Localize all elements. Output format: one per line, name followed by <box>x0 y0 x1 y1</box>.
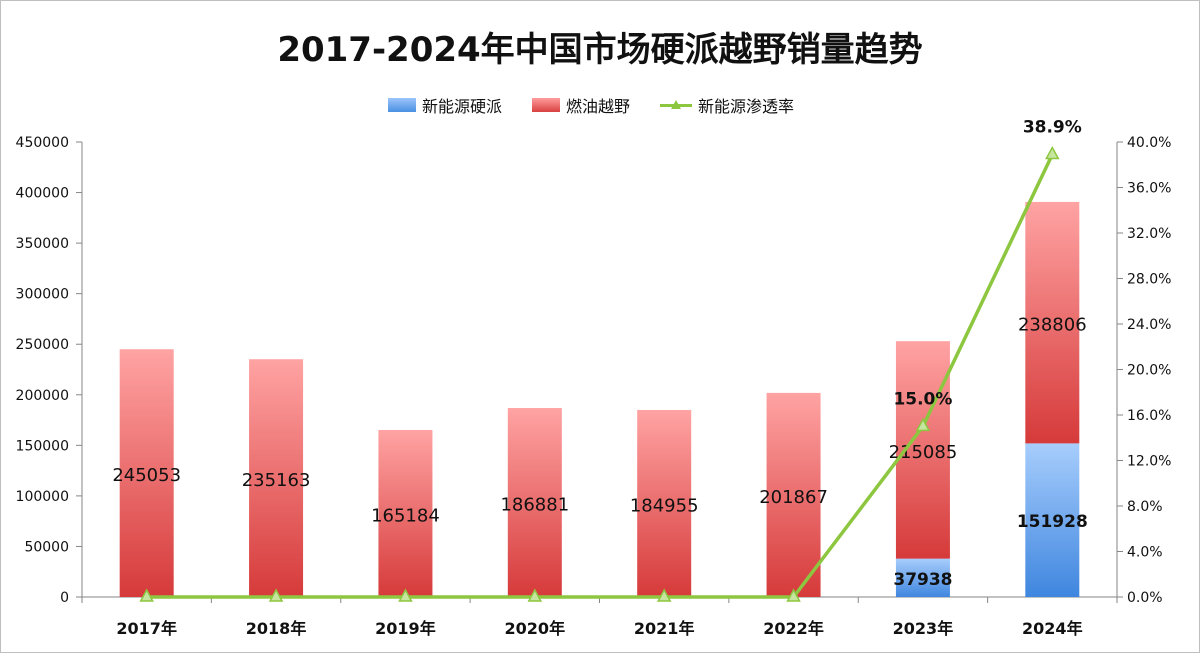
rate-point <box>398 588 413 602</box>
bar-ice <box>507 408 562 597</box>
legend-label-rate: 新能源渗透率 <box>698 97 795 116</box>
legend-swatch-ev <box>388 98 416 112</box>
y-right-tick-label: 32.0% <box>1127 226 1171 242</box>
y-left-tick-label: 150000 <box>16 438 69 454</box>
bar-label-ice: 165184 <box>371 505 440 526</box>
legend-swatch-rate <box>660 98 693 112</box>
legend-label-ice: 燃油越野 <box>566 97 631 116</box>
y-right-tick-label: 8.0% <box>1127 499 1163 515</box>
x-tick-label: 2019年 <box>375 619 436 638</box>
legend-label-ev: 新能源硬派 <box>422 97 503 116</box>
rate-point <box>527 588 543 602</box>
bar-label-ice: 245053 <box>112 465 181 486</box>
y-left-tick-label: 300000 <box>16 287 69 303</box>
y-left-tick-label: 250000 <box>16 337 69 353</box>
rate-point <box>268 588 284 602</box>
bar-label-ev: 37938 <box>893 570 952 590</box>
bar-label-ice: 184955 <box>630 495 699 516</box>
y-right-tick-label: 20.0% <box>1127 363 1171 379</box>
y-right-tick-label: 4.0% <box>1127 545 1163 561</box>
y-right-tick-label: 0.0% <box>1127 590 1163 606</box>
y-right-tick-label: 16.0% <box>1127 408 1171 424</box>
rate-point <box>786 588 801 602</box>
rate-point <box>139 588 154 602</box>
x-tick-label: 2020年 <box>505 619 566 638</box>
rate-line <box>146 153 1054 599</box>
bar-ice <box>249 359 304 597</box>
bar-ice <box>637 409 692 597</box>
x-tick-label: 2021年 <box>634 619 695 638</box>
y-right-tick-label: 36.0% <box>1127 181 1171 197</box>
bar-ice <box>119 349 174 597</box>
rate-point <box>915 417 931 432</box>
bar-ev <box>895 558 950 597</box>
y-left-tick-label: 350000 <box>16 236 69 252</box>
y-left-tick-label: 400000 <box>16 186 69 202</box>
legend-item-ice: 燃油越野 <box>532 93 630 117</box>
bar-ev <box>1025 443 1080 597</box>
x-tick-label: 2023年 <box>893 619 954 638</box>
bar-ice <box>766 392 821 597</box>
bar-label-ice: 235163 <box>242 470 311 491</box>
chart-title: 2017-2024年中国市场硬派越野销量趋势 <box>277 30 923 70</box>
x-tick-label: 2024年 <box>1022 619 1083 638</box>
y-left-tick-label: 200000 <box>16 388 69 404</box>
x-tick-label: 2017年 <box>116 619 177 638</box>
rate-point <box>1045 145 1060 160</box>
bar-label-ice: 201867 <box>759 487 828 508</box>
y-right-tick-label: 40.0% <box>1127 135 1171 151</box>
rate-label: 38.9% <box>1023 118 1082 138</box>
bar-ice <box>1025 201 1080 444</box>
bar-label-ice: 186881 <box>500 495 569 516</box>
bar-label-ice: 238806 <box>1018 315 1087 336</box>
bar-label-ev: 151928 <box>1017 512 1088 532</box>
x-tick-label: 2018年 <box>246 619 307 638</box>
y-left-tick-label: 450000 <box>16 135 69 151</box>
y-right-tick-label: 28.0% <box>1127 272 1171 288</box>
y-left-tick-label: 50000 <box>24 539 69 555</box>
y-right-tick-label: 12.0% <box>1127 454 1171 470</box>
legend-item-rate: 新能源渗透率 <box>660 93 794 117</box>
bar-ice <box>378 429 433 597</box>
rate-label: 15.0% <box>893 389 952 409</box>
legend-item-ev: 新能源硬派 <box>388 93 502 117</box>
y-left-tick-label: 0 <box>60 590 69 606</box>
x-tick-label: 2022年 <box>763 619 824 638</box>
legend: 新能源硬派 燃油越野 新能源渗透率 <box>388 93 794 117</box>
rate-point <box>656 588 672 602</box>
y-right-tick-label: 24.0% <box>1127 317 1171 333</box>
legend-swatch-ice <box>532 98 561 112</box>
y-left-tick-label: 100000 <box>16 489 69 505</box>
